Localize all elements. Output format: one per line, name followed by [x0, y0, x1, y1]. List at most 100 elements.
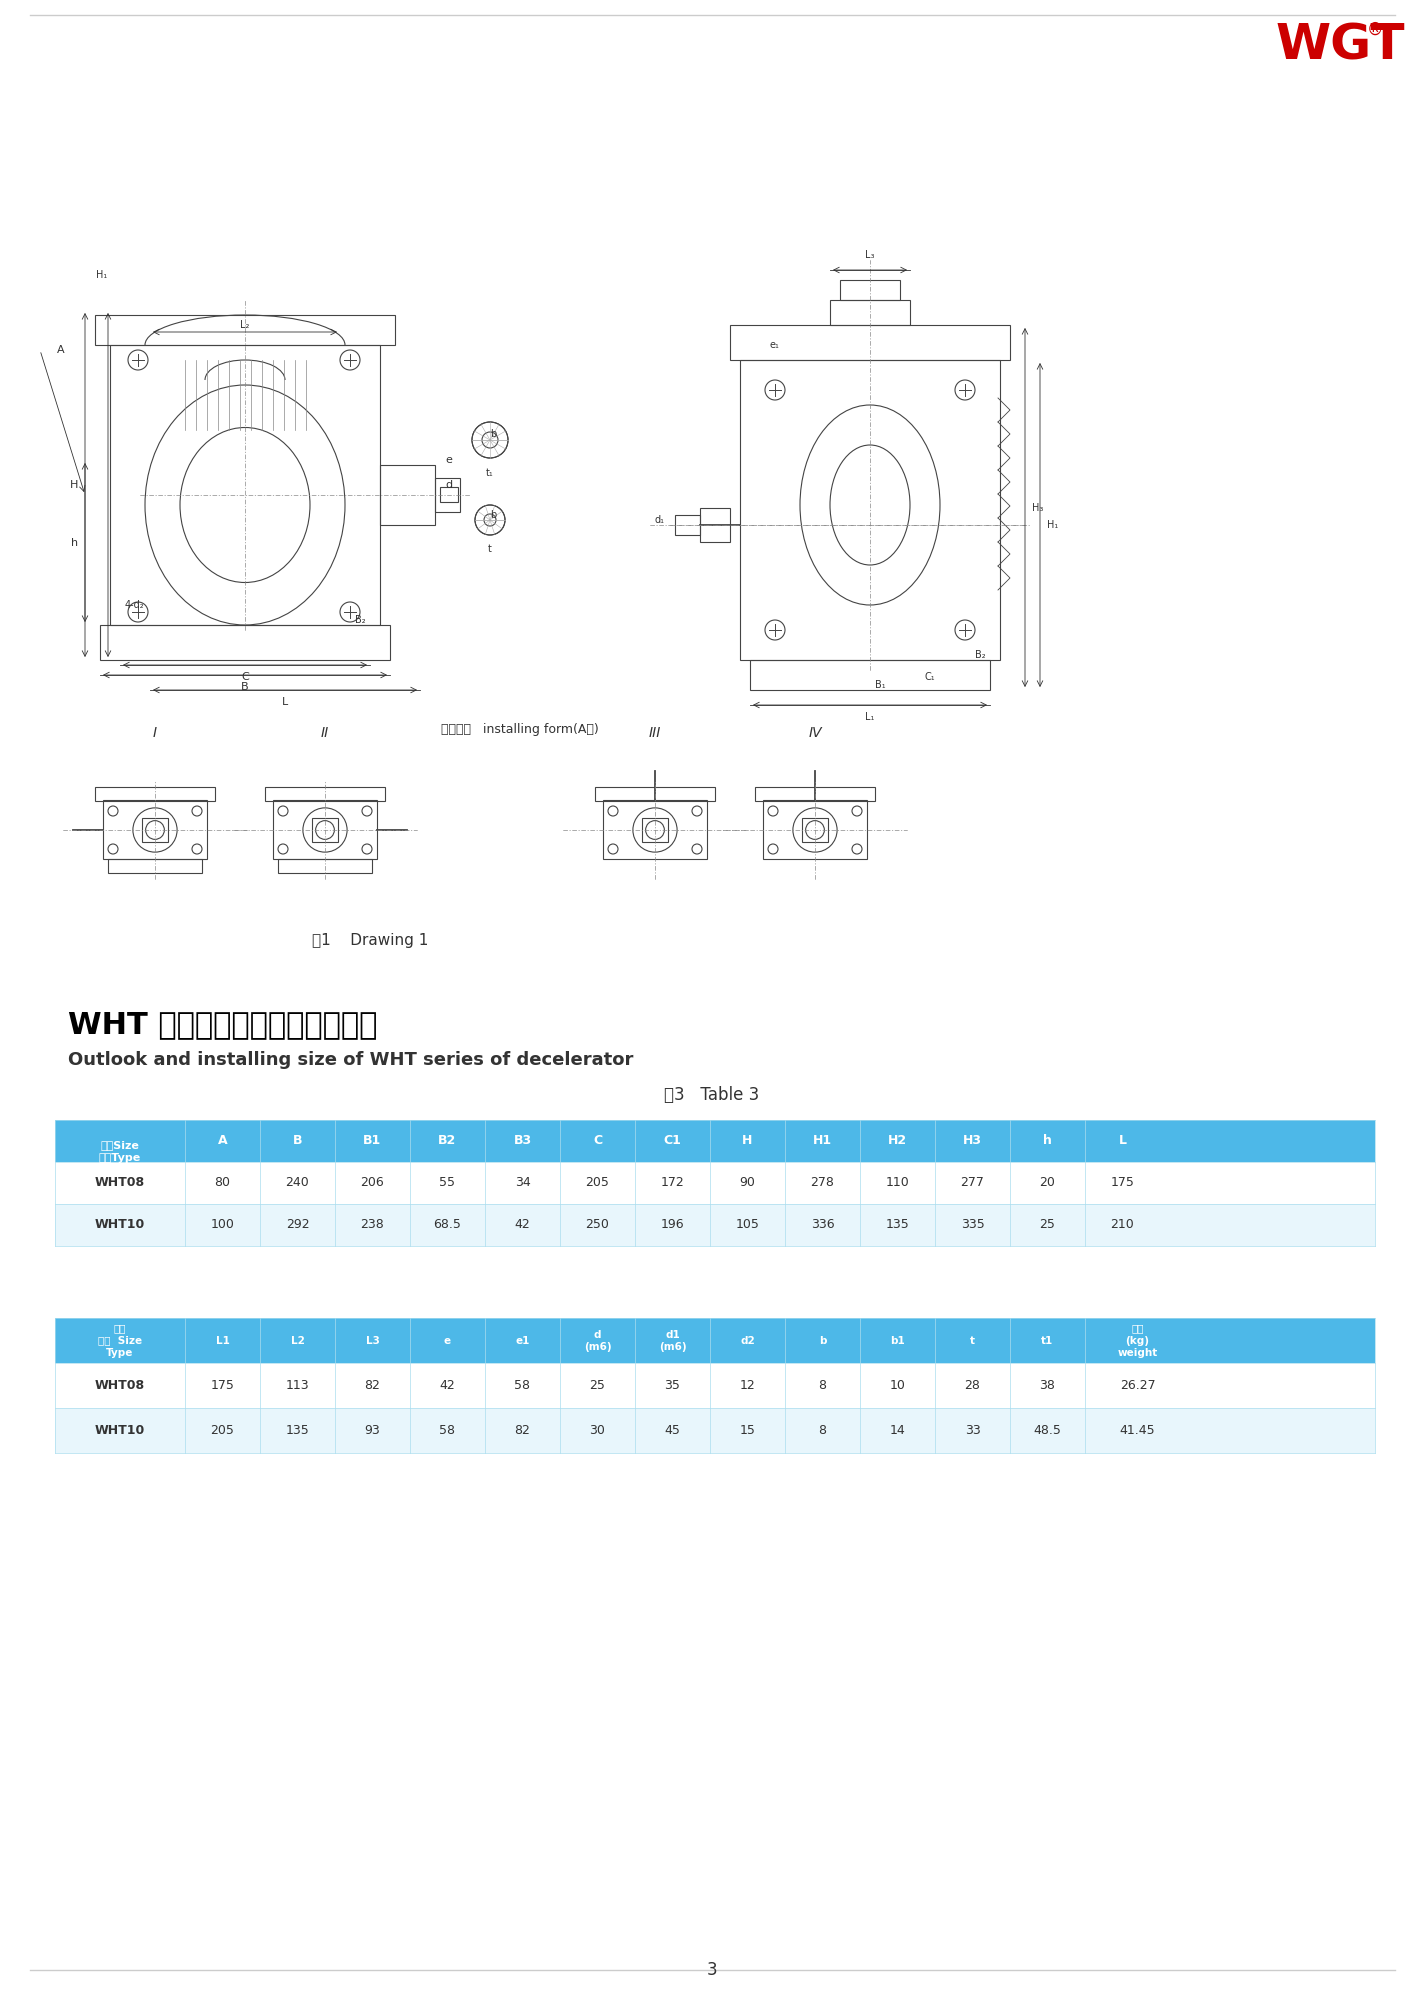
Text: h: h — [1043, 1134, 1052, 1148]
Text: 278: 278 — [811, 1176, 835, 1190]
Text: L₂: L₂ — [241, 320, 249, 330]
Text: d2: d2 — [740, 1336, 755, 1346]
Bar — [100, 624, 390, 660]
Text: L₃: L₃ — [865, 250, 875, 260]
Bar — [274, 800, 378, 860]
Text: H: H — [70, 480, 78, 490]
Text: WGT: WGT — [1275, 20, 1405, 68]
Text: 335: 335 — [960, 1218, 985, 1232]
Text: B₁: B₁ — [875, 680, 885, 690]
Text: H3: H3 — [963, 1134, 982, 1148]
Text: d1: d1 — [665, 1330, 680, 1340]
Text: b: b — [490, 430, 496, 440]
Text: e: e — [445, 1336, 452, 1346]
Text: 尺寸: 尺寸 — [114, 1324, 127, 1334]
Text: 12: 12 — [740, 1380, 755, 1392]
Text: 42: 42 — [440, 1380, 456, 1392]
Text: 25: 25 — [1040, 1218, 1056, 1232]
Text: 58: 58 — [514, 1380, 530, 1392]
Text: 41.45: 41.45 — [1120, 1424, 1156, 1436]
Text: 196: 196 — [661, 1218, 684, 1232]
Text: H2: H2 — [888, 1134, 908, 1148]
Text: Outlook and installing size of WHT series of decelerator: Outlook and installing size of WHT serie… — [68, 1052, 633, 1068]
Text: WHT08: WHT08 — [95, 1176, 145, 1190]
Text: d: d — [594, 1330, 601, 1340]
Text: L: L — [282, 698, 288, 708]
Bar — [56, 1318, 1375, 1364]
Bar — [142, 818, 168, 842]
Text: 3: 3 — [707, 1960, 717, 1980]
Text: 表3   Table 3: 表3 Table 3 — [664, 1086, 760, 1104]
Bar — [643, 818, 668, 842]
Text: 30: 30 — [590, 1424, 606, 1436]
Text: IV: IV — [808, 726, 822, 740]
Text: 图1    Drawing 1: 图1 Drawing 1 — [312, 932, 428, 948]
Text: 26.27: 26.27 — [1120, 1380, 1156, 1392]
Text: 35: 35 — [664, 1380, 680, 1392]
Text: 4-d₂: 4-d₂ — [125, 600, 144, 610]
Bar — [103, 800, 207, 860]
Text: L₁: L₁ — [865, 712, 875, 722]
Text: 110: 110 — [885, 1176, 909, 1190]
Text: b: b — [490, 510, 496, 520]
Text: 型号  Size: 型号 Size — [98, 1336, 142, 1346]
Text: 172: 172 — [661, 1176, 684, 1190]
Bar — [675, 514, 700, 534]
Text: 277: 277 — [960, 1176, 985, 1190]
Text: 175: 175 — [211, 1380, 235, 1392]
Text: 80: 80 — [215, 1176, 231, 1190]
Text: t₁: t₁ — [486, 468, 494, 478]
Text: 15: 15 — [740, 1424, 755, 1436]
Text: H1: H1 — [812, 1134, 832, 1148]
Text: 292: 292 — [285, 1218, 309, 1232]
Text: H₃: H₃ — [1032, 502, 1043, 512]
Bar — [312, 818, 338, 842]
Text: e₁: e₁ — [770, 340, 779, 350]
Text: WHT 系列减速器外形及安装尺寸: WHT 系列减速器外形及安装尺寸 — [68, 1010, 378, 1040]
Text: 10: 10 — [889, 1380, 905, 1392]
Bar — [108, 860, 202, 872]
Text: 14: 14 — [889, 1424, 905, 1436]
Text: I: I — [152, 726, 157, 740]
Text: 28: 28 — [965, 1380, 980, 1392]
Text: 38: 38 — [1040, 1380, 1056, 1392]
Text: 20: 20 — [1040, 1176, 1056, 1190]
Text: WHT08: WHT08 — [95, 1380, 145, 1392]
Text: H: H — [742, 1134, 752, 1148]
Text: (kg): (kg) — [1126, 1336, 1150, 1346]
Bar — [380, 464, 435, 524]
Text: III: III — [648, 726, 661, 740]
Bar — [56, 1364, 1375, 1408]
Bar — [435, 478, 460, 512]
Text: t1: t1 — [1042, 1336, 1053, 1346]
Bar — [56, 1408, 1375, 1452]
Bar — [603, 800, 707, 860]
Text: 250: 250 — [586, 1218, 610, 1232]
Bar — [110, 344, 380, 624]
Text: H₁: H₁ — [1047, 520, 1059, 530]
Text: C: C — [593, 1134, 601, 1148]
Text: L2: L2 — [291, 1336, 305, 1346]
Text: 206: 206 — [361, 1176, 385, 1190]
Text: 105: 105 — [735, 1218, 760, 1232]
Text: L: L — [1119, 1134, 1127, 1148]
Text: 113: 113 — [285, 1380, 309, 1392]
Bar — [700, 508, 730, 542]
Text: e1: e1 — [516, 1336, 530, 1346]
Text: B1: B1 — [363, 1134, 382, 1148]
Text: ®: ® — [1367, 20, 1384, 38]
Text: Type: Type — [107, 1348, 134, 1358]
Text: 93: 93 — [365, 1424, 380, 1436]
Text: WHT10: WHT10 — [95, 1218, 145, 1232]
Text: t: t — [970, 1336, 975, 1346]
Text: 58: 58 — [439, 1424, 456, 1436]
Text: 135: 135 — [885, 1218, 909, 1232]
Text: b: b — [819, 1336, 826, 1346]
Text: B2: B2 — [439, 1134, 456, 1148]
Text: 205: 205 — [211, 1424, 235, 1436]
Bar — [755, 786, 875, 800]
Text: B₂: B₂ — [975, 650, 986, 660]
Bar — [56, 1120, 1375, 1162]
Bar — [95, 314, 395, 344]
Bar — [278, 860, 372, 872]
